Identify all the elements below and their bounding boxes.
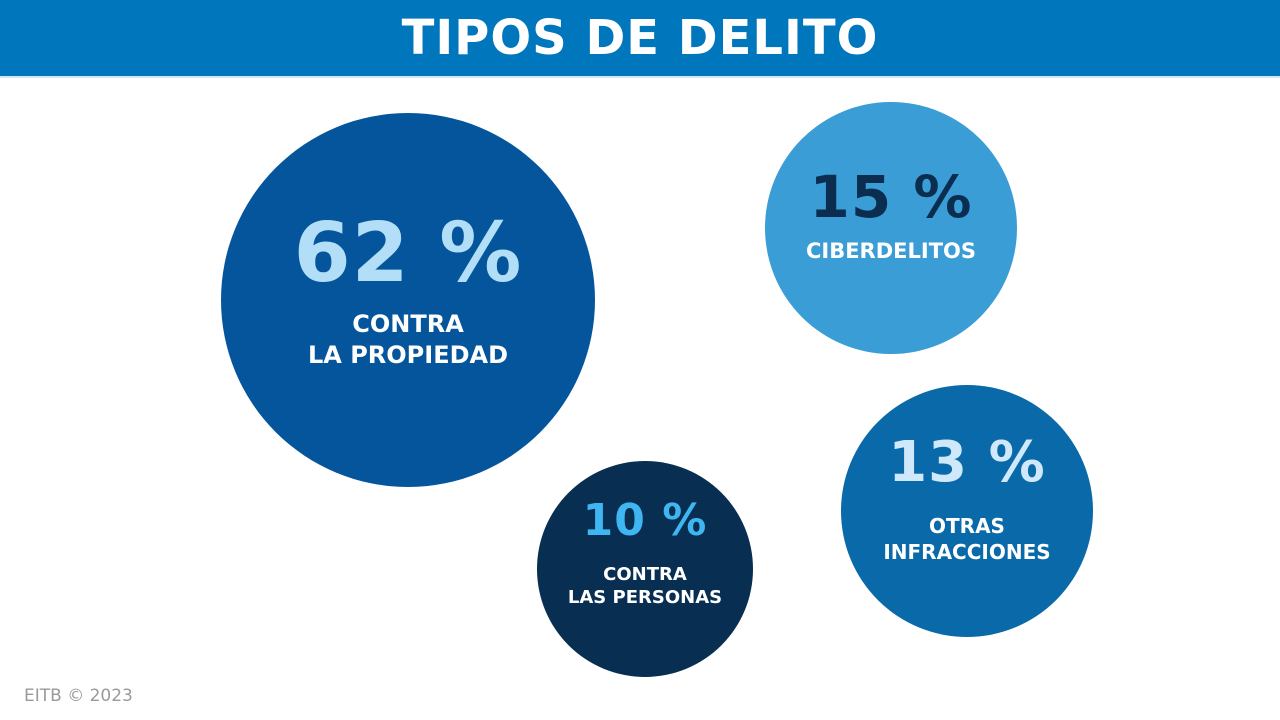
bubble-contra-las-personas: 10 % CONTRA LAS PERSONAS	[537, 461, 753, 677]
page-title: TIPOS DE DELITO	[401, 10, 879, 66]
bubble-label-line2: LA PROPIEDAD	[307, 341, 509, 369]
bubble-label-line1: CIBERDELITOS	[805, 239, 977, 264]
copyright-credit: EITB © 2023	[24, 686, 133, 706]
bubble-value: 10 %	[582, 494, 708, 546]
title-banner: TIPOS DE DELITO	[0, 0, 1280, 78]
bubble-contra-la-propiedad: 62 % CONTRA LA PROPIEDAD	[221, 113, 595, 487]
bubble-label-line2: LAS PERSONAS	[567, 587, 723, 608]
bubble-label-line1: CONTRA	[603, 563, 687, 585]
bubble-label-line1: CONTRA	[352, 309, 464, 338]
bubble-label-line1: OTRAS	[929, 514, 1005, 538]
bubble-value: 15 %	[809, 163, 973, 232]
bubble-otras-infracciones: 13 % OTRAS INFRACCIONES	[841, 385, 1093, 637]
bubble-value: 13 %	[888, 430, 1046, 495]
bubble-ciberdelitos: 15 % CIBERDELITOS	[765, 102, 1017, 354]
bubble-label-line2: INFRACCIONES	[883, 540, 1051, 564]
bubble-value: 62 %	[293, 205, 523, 301]
